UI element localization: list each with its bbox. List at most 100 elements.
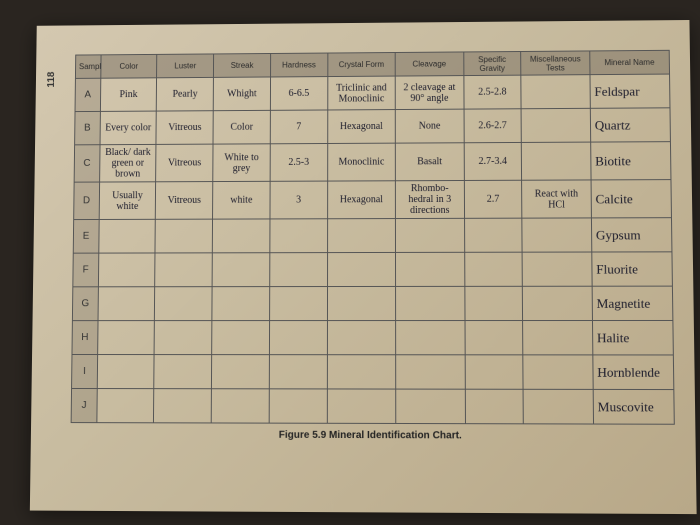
cell-misc xyxy=(521,75,590,109)
row-label: C xyxy=(74,145,100,182)
cell-luster xyxy=(154,389,212,423)
cell-form xyxy=(327,321,396,355)
cell-mineral: Magnetite xyxy=(592,286,673,320)
cell-color xyxy=(98,253,155,287)
cell-mineral: Quartz xyxy=(590,108,670,142)
cell-color xyxy=(97,321,154,355)
cell-color xyxy=(98,287,155,321)
mineral-table: Sample Color Luster Streak Hardness Crys… xyxy=(71,50,675,425)
table-row: F Fluorite xyxy=(73,252,673,287)
cell-hardness xyxy=(270,253,328,287)
header-luster: Luster xyxy=(157,54,214,78)
row-label: I xyxy=(72,355,98,389)
table-row: BEvery colorVitreousColor7HexagonalNone2… xyxy=(75,108,671,145)
cell-hardness: 7 xyxy=(270,110,327,144)
cell-form xyxy=(327,389,396,424)
cell-misc xyxy=(523,321,593,355)
cell-hardness xyxy=(269,389,327,423)
cell-misc xyxy=(522,142,591,180)
row-label: F xyxy=(73,253,99,287)
cell-luster xyxy=(154,355,212,389)
cell-color: Black/ dark green or brown xyxy=(99,144,156,182)
row-label: B xyxy=(75,111,100,144)
cell-form xyxy=(327,252,395,286)
cell-color: Pink xyxy=(100,78,157,112)
worksheet-page: 118 Sample Color Luster Streak Hardness … xyxy=(30,20,697,514)
cell-sg xyxy=(464,218,522,252)
cell-hardness xyxy=(270,219,328,253)
cell-misc xyxy=(523,355,593,390)
cell-misc xyxy=(523,389,593,424)
cell-cleavage xyxy=(396,355,465,389)
cell-streak xyxy=(212,287,270,321)
cell-hardness xyxy=(269,355,327,389)
cell-form: Triclinic and Monoclinic xyxy=(327,76,395,110)
header-color: Color xyxy=(100,54,157,78)
table-row: J Muscovite xyxy=(71,388,674,424)
cell-sg xyxy=(465,321,524,355)
cell-streak: white xyxy=(213,181,270,219)
header-mineral: Mineral Name xyxy=(590,50,670,74)
cell-hardness xyxy=(269,287,327,321)
table-row: IHornblende xyxy=(72,355,674,390)
cell-streak xyxy=(212,219,269,253)
cell-cleavage xyxy=(396,389,465,424)
header-sample: Sample xyxy=(75,55,100,79)
cell-sg xyxy=(465,355,524,389)
row-label: E xyxy=(73,219,99,253)
cell-form: Monoclinic xyxy=(327,143,395,181)
cell-cleavage xyxy=(396,286,465,320)
cell-cleavage: None xyxy=(395,109,463,143)
cell-form: Hexagonal xyxy=(327,181,395,219)
cell-streak xyxy=(211,389,269,423)
cell-streak: White to grey xyxy=(213,144,270,182)
cell-misc xyxy=(521,108,590,142)
cell-sg: 2.7-3.4 xyxy=(464,142,522,180)
table-row: GMagnetite xyxy=(72,286,672,321)
cell-hardness: 6-6.5 xyxy=(270,77,327,111)
table-row: CBlack/ dark green or brownVitreousWhite… xyxy=(74,142,671,182)
cell-luster xyxy=(155,287,212,321)
cell-hardness: 2.5-3 xyxy=(270,143,327,181)
cell-color xyxy=(97,389,155,423)
cell-luster: Vitreous xyxy=(156,182,213,220)
row-label: J xyxy=(71,388,97,422)
header-streak: Streak xyxy=(214,53,271,77)
cell-luster: Vitreous xyxy=(156,144,213,182)
cell-mineral: Biotite xyxy=(590,142,671,180)
row-label: A xyxy=(75,78,100,111)
cell-cleavage xyxy=(396,218,465,252)
figure-caption: Figure 5.9 Mineral Identification Chart. xyxy=(70,429,675,442)
row-label: D xyxy=(74,182,100,220)
cell-cleavage: Basalt xyxy=(395,143,463,181)
table-row: DUsually whiteVitreouswhite3HexagonalRho… xyxy=(74,180,672,220)
header-cleavage: Cleavage xyxy=(395,52,463,76)
cell-misc xyxy=(522,218,591,252)
cell-color xyxy=(97,355,155,389)
cell-mineral: Halite xyxy=(592,320,673,354)
cell-luster xyxy=(155,253,212,287)
cell-color: Every color xyxy=(100,111,157,145)
cell-cleavage xyxy=(396,252,465,286)
cell-sg xyxy=(465,389,524,424)
cell-sg: 2.5-2.8 xyxy=(463,75,521,109)
cell-mineral: Fluorite xyxy=(592,252,673,286)
cell-streak xyxy=(212,355,270,389)
table-row: APinkPearlyWhight6-6.5Triclinic and Mono… xyxy=(75,74,670,112)
row-label: H xyxy=(72,321,98,355)
cell-form xyxy=(327,355,396,389)
cell-luster xyxy=(155,219,212,253)
header-form: Crystal Form xyxy=(327,52,395,76)
cell-cleavage: Rhombo-hedral in 3 directions xyxy=(395,180,464,218)
cell-misc xyxy=(522,252,592,286)
cell-luster: Vitreous xyxy=(156,111,213,145)
cell-form xyxy=(327,286,396,320)
cell-sg: 2.7 xyxy=(464,180,522,218)
cell-mineral: Muscovite xyxy=(593,389,674,424)
header-misc: Miscellaneous Tests xyxy=(521,51,590,75)
cell-streak: Color xyxy=(213,110,270,144)
cell-form xyxy=(327,219,395,253)
cell-streak xyxy=(212,321,270,355)
cell-hardness xyxy=(269,321,327,355)
cell-misc xyxy=(523,286,593,320)
